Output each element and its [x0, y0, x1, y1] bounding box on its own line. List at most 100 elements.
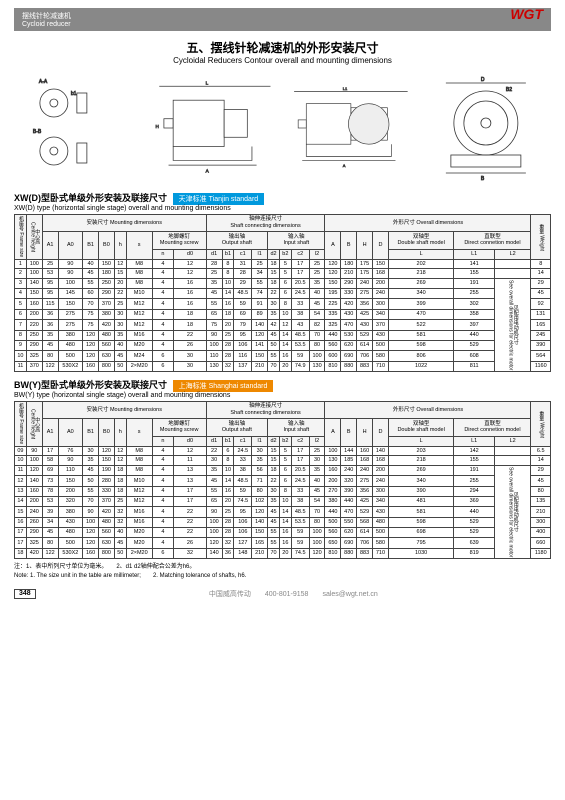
- cell: 14: [531, 456, 551, 466]
- cell: 883: [357, 361, 373, 371]
- cell: 440: [454, 507, 495, 517]
- cell: 20: [222, 320, 234, 330]
- col-d2: d2: [268, 249, 280, 259]
- cell: 90: [206, 330, 222, 340]
- cell: 210: [341, 269, 357, 279]
- cell: 4: [152, 517, 174, 527]
- cell: 480: [98, 517, 114, 527]
- cell: 522: [388, 320, 454, 330]
- cell: 45: [114, 538, 126, 548]
- cell: 660: [531, 538, 551, 548]
- cell: 14: [531, 269, 551, 279]
- table-row: 110025904015012M841228831251851725120180…: [15, 259, 551, 269]
- cell: 420: [98, 507, 114, 517]
- col-H: H: [357, 418, 373, 446]
- cell: 16: [174, 278, 206, 288]
- table-row: 12140731505028018M10413451448.57122624.5…: [15, 476, 551, 486]
- cell: 35: [42, 330, 58, 340]
- cell: 356: [357, 486, 373, 496]
- cell: 4: [152, 446, 174, 456]
- cell: 100: [206, 340, 222, 350]
- cell: 59: [291, 527, 309, 537]
- cell: 82: [309, 320, 325, 330]
- cell: 294: [454, 486, 495, 496]
- cell: 137: [234, 361, 252, 371]
- cell: 390: [531, 340, 551, 350]
- cell: 500: [373, 527, 389, 537]
- cell: 25: [114, 496, 126, 506]
- cell: 22: [268, 289, 280, 299]
- cell: 17: [291, 269, 309, 279]
- diagram-front: D B B2: [421, 73, 551, 183]
- cell: 6: [222, 446, 234, 456]
- diagram-side-2: L1 A: [286, 73, 416, 183]
- cell: 40: [309, 476, 325, 486]
- cell: 180: [341, 259, 357, 269]
- cell: 280: [98, 476, 114, 486]
- cell: 380: [98, 309, 114, 319]
- cell: 80: [309, 517, 325, 527]
- cell: 54: [309, 496, 325, 506]
- cell: 200: [26, 496, 42, 506]
- cell: 16: [279, 351, 291, 361]
- cell: 530X2: [58, 361, 83, 371]
- cell: 150: [98, 456, 114, 466]
- cell: 210: [252, 361, 268, 371]
- cell: 25: [42, 259, 58, 269]
- cell: 200: [26, 309, 42, 319]
- cell: 639: [454, 538, 495, 548]
- cell: 12: [174, 269, 206, 279]
- cell: 620: [341, 527, 357, 537]
- cell: 6: [152, 351, 174, 361]
- cell: 10: [222, 465, 234, 475]
- cell: 71: [252, 476, 268, 486]
- cell: 55: [206, 486, 222, 496]
- cell: 25: [309, 446, 325, 456]
- col-weight: 重量 Weight: [531, 402, 551, 446]
- col-b2: b2: [279, 249, 291, 259]
- section2-title-en: BW(Y) type (horizontal single stage) ove…: [14, 392, 230, 399]
- cell: 325: [26, 351, 42, 361]
- col-L1: L1: [454, 437, 495, 447]
- cell: 275: [357, 289, 373, 299]
- cell: 127: [234, 538, 252, 548]
- cell: 600: [325, 351, 341, 361]
- cell: 70: [268, 361, 280, 371]
- cell: 8: [279, 299, 291, 309]
- cell: 8: [222, 269, 234, 279]
- cell: 48.5: [291, 330, 309, 340]
- cell: 150: [252, 351, 268, 361]
- cell: 5: [279, 456, 291, 466]
- cell: 53.5: [291, 340, 309, 350]
- col-A1: A1: [42, 231, 58, 259]
- cell: 480: [58, 527, 83, 537]
- cell: 210: [252, 548, 268, 558]
- col-frame: 机座号 Frame size: [15, 215, 27, 259]
- cell: 50: [83, 476, 99, 486]
- cell: 15: [268, 446, 280, 456]
- cell: 480: [58, 340, 83, 350]
- section1-title-en: XW(D) type (horizontal single stage) ove…: [14, 205, 231, 212]
- cell: 218: [388, 456, 454, 466]
- table-row: 14200533207037025M12417652074.5102351038…: [15, 496, 551, 506]
- cell: 42: [268, 320, 280, 330]
- cell: 122: [42, 361, 58, 371]
- table-row: 51601151507037025M1241655165991308334522…: [15, 299, 551, 309]
- cell: 76: [58, 446, 83, 456]
- cell: 335: [325, 309, 341, 319]
- cell: 45: [531, 289, 551, 299]
- col-L2: L2: [494, 437, 531, 447]
- cell: 32: [222, 538, 234, 548]
- cell: 14: [222, 476, 234, 486]
- table-row: 7220362757542030M12418752079140421243823…: [15, 320, 551, 330]
- cell: 33: [291, 486, 309, 496]
- cell: 35: [83, 456, 99, 466]
- cell: 550: [341, 517, 357, 527]
- cell: 6: [279, 476, 291, 486]
- cell: 15: [114, 269, 126, 279]
- cell: 10: [15, 456, 27, 466]
- cell: 8: [279, 486, 291, 496]
- cell: 50: [114, 548, 126, 558]
- cell: 120: [206, 538, 222, 548]
- col-c2: c2: [291, 249, 309, 259]
